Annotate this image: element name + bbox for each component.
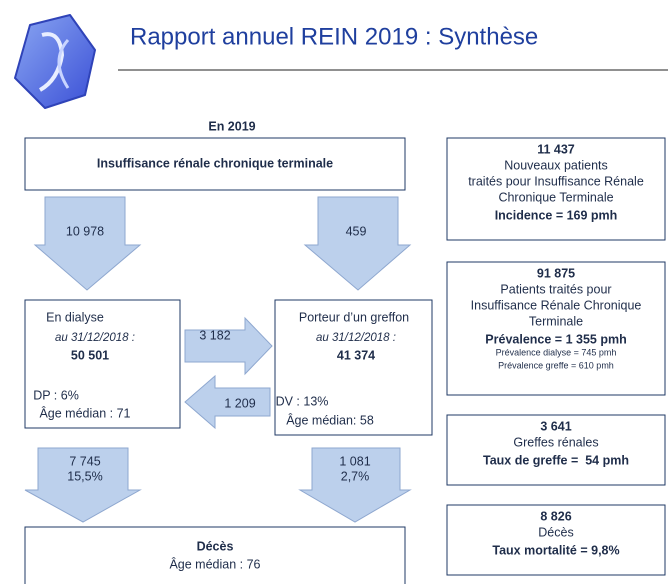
summary-rate: Incidence = 169 pmh [495, 208, 618, 222]
box-title: Décès [197, 539, 234, 553]
summary-note: Prévalence dialyse = 745 pmh [496, 347, 617, 357]
summary-rate: Taux mortalité = 9,8% [492, 543, 619, 557]
summary-line: Chronique Terminale [498, 190, 613, 204]
source-box [24, 137, 406, 191]
logo [14, 14, 96, 109]
box-detail: DV : 13% [276, 394, 329, 408]
arrow-label: 7 745 [69, 454, 100, 468]
page-title: Rapport annuel REIN 2019 : Synthèse [130, 23, 538, 50]
dialysis-box [24, 299, 181, 429]
summary-box [446, 137, 666, 241]
summary-line: Patients traités pour [500, 282, 611, 296]
arrow-label: 15,5% [67, 469, 102, 483]
box-count: 50 501 [71, 348, 109, 362]
arrow-down [298, 447, 412, 523]
summary-line: Insuffisance Rénale Chronique [471, 298, 642, 312]
box-age: Âge médian : 71 [39, 405, 130, 420]
box-age: Âge médian : 76 [169, 556, 260, 571]
box-title: En dialyse [46, 310, 104, 324]
arrow-label: 459 [346, 224, 367, 238]
box-detail: DP : 6% [33, 388, 79, 402]
transplant-box [274, 299, 433, 436]
summary-rate: Prévalence = 1 355 pmh [485, 332, 626, 346]
summary-line: Greffes rénales [513, 435, 598, 449]
summary-box [446, 414, 666, 486]
arrow-label: 1 081 [339, 454, 370, 468]
box-date: au 31/12/2018 : [55, 332, 135, 344]
summary-rate: Taux de greffe = 54 pmh [483, 453, 629, 467]
source-label: Insuffisance rénale chronique terminale [97, 156, 333, 170]
summary-count: 8 826 [540, 509, 571, 523]
arrow-label: 1 209 [224, 396, 255, 410]
box-date: au 31/12/2018 : [316, 332, 396, 344]
summary-box [446, 504, 666, 576]
arrow-down [33, 196, 142, 291]
summary-count: 3 641 [540, 419, 571, 433]
deaths-box [24, 526, 406, 584]
arrow-down [24, 447, 142, 523]
box-title: Porteur d’un greffon [299, 310, 409, 324]
summary-line: traités pour Insuffisance Rénale [468, 174, 644, 188]
summary-note: Prévalence greffe = 610 pmh [498, 360, 614, 370]
summary-count: 91 875 [537, 266, 575, 280]
box-age: Âge médian: 58 [286, 412, 374, 427]
year-label: En 2019 [208, 119, 255, 133]
summary-line: Terminale [529, 314, 583, 328]
summary-line: Décès [538, 525, 573, 539]
summary-column: 11 437 Nouveaux patients traités pour Insu… [446, 137, 666, 576]
summary-line: Nouveaux patients [504, 158, 608, 172]
arrow-left [184, 374, 271, 430]
arrow-label: 2,7% [341, 469, 370, 483]
summary-box [446, 261, 666, 396]
summary-count: 11 437 [537, 142, 575, 156]
arrow-label: 3 182 [199, 328, 230, 342]
arrow-label: 10 978 [66, 224, 104, 238]
arrow-down [303, 196, 412, 291]
arrow-right [184, 316, 273, 376]
box-count: 41 374 [337, 348, 375, 362]
